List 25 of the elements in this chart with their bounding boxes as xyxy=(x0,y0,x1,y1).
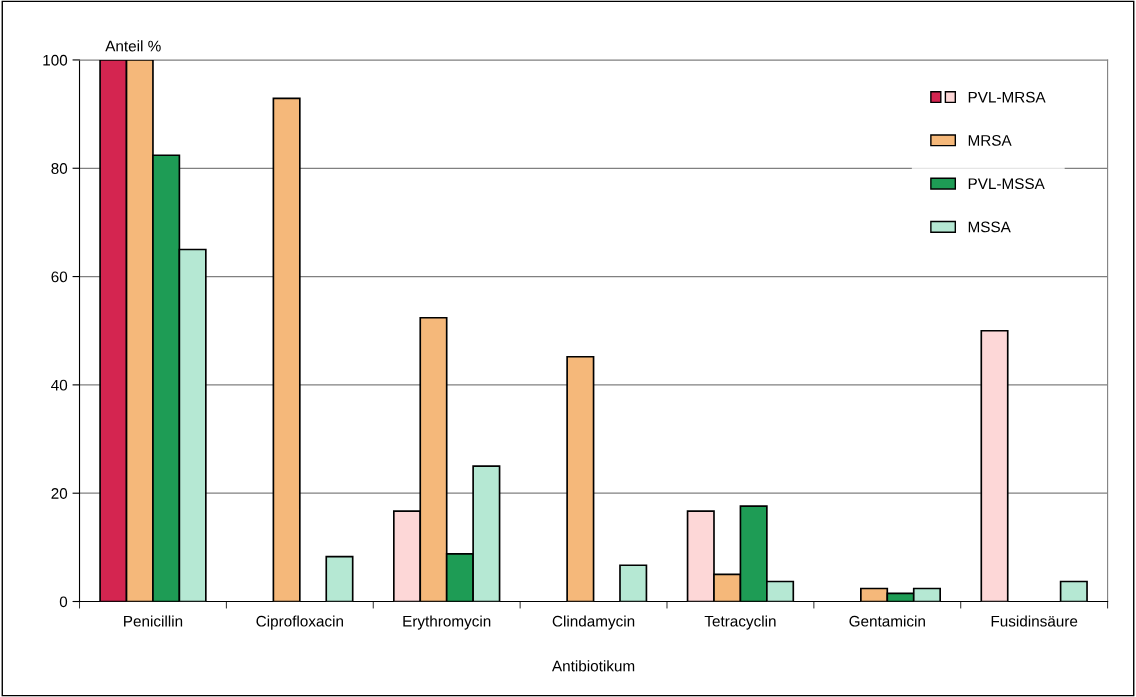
y-tick-label: 100 xyxy=(43,54,68,66)
y-tick-label: 80 xyxy=(51,163,68,174)
x-tick-label: Fusidinsäure xyxy=(991,615,1078,627)
y-axis-title: Anteil % xyxy=(105,40,161,52)
y-tick-label: 60 xyxy=(51,271,68,283)
x-tick-label: Clindamycin xyxy=(552,615,635,630)
x-tick-label: Tetracyclin xyxy=(704,615,776,630)
legend-label: PVL-MSSA xyxy=(968,178,1045,190)
legend-label: MSSA xyxy=(968,221,1011,233)
bar xyxy=(272,97,301,602)
x-axis-title: Antibiotikum xyxy=(551,660,635,672)
bar xyxy=(566,355,595,602)
legend-label: MRSA xyxy=(968,135,1012,146)
x-tick-label: Erythromycin xyxy=(403,615,491,630)
y-tick-label: 20 xyxy=(51,488,68,499)
bar xyxy=(619,564,648,602)
bar xyxy=(980,329,1009,602)
x-tick-label: Penicillin xyxy=(124,615,183,627)
x-tick-label: Gentamicin xyxy=(849,615,925,627)
legend-label: PVL-MRSA xyxy=(968,91,1046,103)
bar xyxy=(1059,580,1088,602)
bar xyxy=(325,555,354,602)
y-tick-label: 0 xyxy=(59,596,68,608)
x-tick-label: Ciprofloxacin xyxy=(256,615,343,630)
y-tick-label: 40 xyxy=(51,379,68,391)
